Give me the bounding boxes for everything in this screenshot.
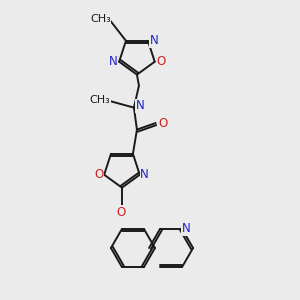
Text: N: N [109,55,118,68]
Text: N: N [150,34,158,47]
Text: O: O [116,206,126,219]
Text: N: N [136,99,144,112]
Text: N: N [182,222,190,236]
Text: O: O [158,116,167,130]
Text: CH₃: CH₃ [90,14,111,24]
Text: N: N [140,168,149,181]
Text: O: O [94,168,104,181]
Text: CH₃: CH₃ [89,95,110,105]
Text: O: O [156,55,165,68]
